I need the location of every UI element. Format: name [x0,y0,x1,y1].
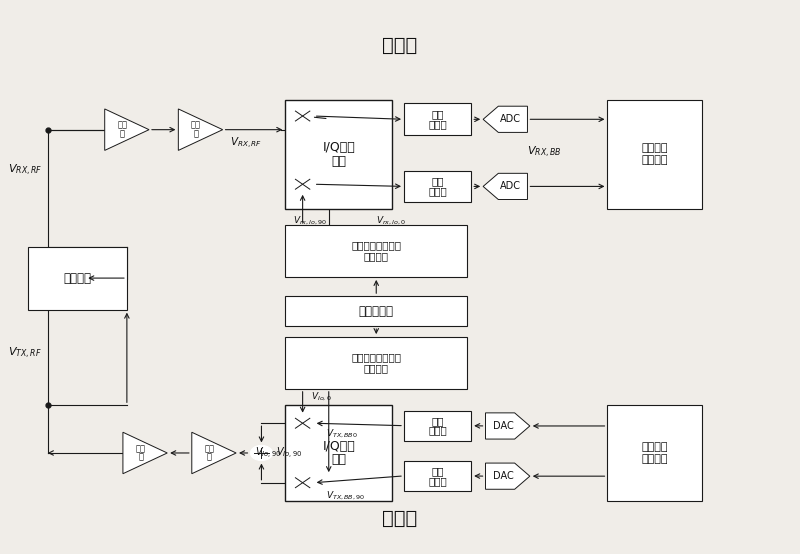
Text: 低通: 低通 [431,177,444,187]
Text: 接收数字: 接收数字 [642,143,668,153]
Text: 放大: 放大 [191,121,201,130]
Polygon shape [123,432,167,474]
Text: ADC: ADC [500,114,521,124]
Text: 发射器时钟移相的: 发射器时钟移相的 [351,352,402,362]
FancyBboxPatch shape [286,100,392,209]
Text: $V_{TX,BB0}$: $V_{TX,BB0}$ [326,428,358,440]
Text: 发射数字: 发射数字 [642,442,668,452]
Text: 滤波器: 滤波器 [428,476,447,486]
Text: $V_{rx,lo,90}$: $V_{rx,lo,90}$ [293,214,327,227]
Text: 解调: 解调 [331,155,346,167]
FancyBboxPatch shape [404,171,471,202]
FancyBboxPatch shape [404,104,471,135]
Text: $V_{TX,BB,90}$: $V_{TX,BB,90}$ [326,490,366,502]
Circle shape [291,475,314,490]
Text: $V_{Io,0}$: $V_{Io,0}$ [310,391,331,403]
Polygon shape [483,173,527,199]
FancyBboxPatch shape [286,405,392,501]
Polygon shape [486,463,530,489]
Text: $V_{RX,BB}$: $V_{RX,BB}$ [527,145,562,161]
Text: 基带信号: 基带信号 [642,155,668,165]
Text: $V_{Io,90}$: $V_{Io,90}$ [276,445,302,460]
Polygon shape [178,109,222,150]
Text: ADC: ADC [500,181,521,192]
Text: 低通: 低通 [431,466,444,476]
Text: 基带信号: 基带信号 [642,454,668,464]
FancyBboxPatch shape [286,296,467,326]
Text: I/Q正交: I/Q正交 [322,440,355,453]
Polygon shape [486,413,530,439]
FancyBboxPatch shape [286,225,467,277]
Text: 滤波器: 滤波器 [428,425,447,435]
Text: 滤波器: 滤波器 [428,119,447,129]
Circle shape [291,416,314,431]
Text: 低通: 低通 [431,416,444,426]
Text: 接收器时钟移相的: 接收器时钟移相的 [351,240,402,250]
FancyBboxPatch shape [404,461,471,491]
Text: 器: 器 [207,453,212,462]
Circle shape [291,177,314,192]
FancyBboxPatch shape [404,411,471,440]
Text: 调制: 调制 [331,453,346,466]
Text: 移相网络: 移相网络 [364,363,389,373]
Text: DAC: DAC [494,421,514,431]
FancyBboxPatch shape [607,100,702,209]
Text: I/Q正交: I/Q正交 [322,141,355,154]
Text: $V_{rx,lo,0}$: $V_{rx,lo,0}$ [376,214,406,227]
Text: 时钟发生器: 时钟发生器 [358,305,394,317]
Text: $V_{Io,90}$: $V_{Io,90}$ [254,445,282,460]
Text: 接收端: 接收端 [382,35,418,55]
Text: 器: 器 [120,130,125,138]
Circle shape [291,109,314,124]
Circle shape [250,445,273,460]
Text: 器: 器 [194,130,198,138]
Text: 放大: 放大 [118,121,127,130]
Text: $V_{RX,RF}$: $V_{RX,RF}$ [8,163,42,178]
FancyBboxPatch shape [28,247,127,310]
Text: 衰减网络: 衰减网络 [63,272,91,285]
Polygon shape [105,109,149,150]
FancyBboxPatch shape [286,337,467,389]
Text: 放大: 放大 [136,444,146,453]
Polygon shape [192,432,236,474]
Text: DAC: DAC [494,471,514,481]
Text: 移相网络: 移相网络 [364,252,389,261]
Text: 器: 器 [138,453,143,462]
Text: 放大: 放大 [205,444,214,453]
FancyBboxPatch shape [607,405,702,501]
Text: $V_{RX,RF}$: $V_{RX,RF}$ [230,136,262,151]
Text: $V_{TX,RF}$: $V_{TX,RF}$ [8,346,42,361]
Text: 滤波器: 滤波器 [428,186,447,196]
Text: 低通: 低通 [431,109,444,120]
Polygon shape [483,106,527,132]
Text: 发射端: 发射端 [382,509,418,527]
